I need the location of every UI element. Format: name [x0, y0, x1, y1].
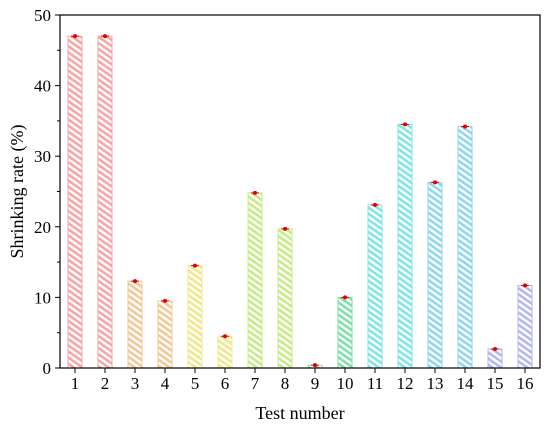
error-marker-test-2	[101, 34, 109, 39]
x-tick-label: 11	[367, 374, 383, 393]
x-tick-label: 9	[311, 374, 320, 393]
bar-test-2	[97, 35, 113, 369]
error-marker-test-10	[341, 295, 349, 300]
y-tick-label: 10	[34, 288, 51, 307]
y-tick-label: 20	[34, 218, 51, 237]
x-tick-label: 1	[71, 374, 80, 393]
error-marker-test-8	[281, 226, 289, 231]
error-marker-test-7	[251, 190, 259, 195]
y-tick-label: 40	[34, 77, 51, 96]
error-marker-test-16	[521, 283, 529, 288]
error-marker-test-14	[461, 124, 469, 129]
bar-test-10	[337, 296, 353, 369]
x-tick-label: 6	[221, 374, 230, 393]
x-tick-label: 5	[191, 374, 200, 393]
bar-test-3	[127, 280, 143, 369]
bars-group	[67, 35, 533, 369]
x-axis: 1 2 3 4 5 6 7 8 9 10 11 12 13 14 15 16	[71, 368, 534, 393]
x-tick-label: 7	[251, 374, 260, 393]
bar-test-13	[427, 181, 443, 369]
error-markers-group	[71, 34, 529, 368]
x-tick-label: 13	[427, 374, 444, 393]
bar-test-4	[157, 300, 173, 369]
x-tick-label: 15	[487, 374, 504, 393]
bar-test-7	[247, 192, 263, 369]
bar-test-16	[517, 284, 533, 369]
error-marker-test-15	[491, 346, 499, 351]
x-tick-label: 8	[281, 374, 290, 393]
x-tick-label: 12	[397, 374, 414, 393]
y-tick-label: 0	[43, 359, 52, 378]
error-marker-test-12	[401, 122, 409, 127]
x-tick-label: 16	[517, 374, 534, 393]
bar-test-8	[277, 228, 293, 369]
error-marker-test-3	[131, 279, 139, 284]
y-axis-title: Shrinking rate (%)	[7, 125, 28, 259]
error-marker-test-4	[161, 298, 169, 303]
y-tick-label: 30	[34, 147, 51, 166]
bar-test-11	[367, 204, 383, 369]
error-marker-test-9	[311, 363, 319, 368]
x-tick-label: 4	[161, 374, 170, 393]
y-tick-label: 50	[34, 6, 51, 25]
bar-test-5	[187, 265, 203, 369]
x-axis-title: Test number	[255, 403, 344, 423]
error-marker-test-11	[371, 202, 379, 207]
bar-test-15	[487, 348, 503, 369]
bar-test-6	[217, 335, 233, 369]
bar-test-14	[457, 126, 473, 369]
bar-test-1	[67, 35, 83, 369]
error-marker-test-5	[191, 263, 199, 268]
x-tick-label: 3	[131, 374, 140, 393]
error-marker-test-13	[431, 180, 439, 185]
error-marker-test-6	[221, 334, 229, 339]
bar-test-12	[397, 123, 413, 369]
error-marker-test-1	[71, 34, 79, 39]
x-tick-label: 2	[101, 374, 110, 393]
x-tick-label: 10	[337, 374, 354, 393]
y-axis: 0 10 20 30 40 50	[34, 6, 60, 378]
x-tick-label: 14	[457, 374, 475, 393]
